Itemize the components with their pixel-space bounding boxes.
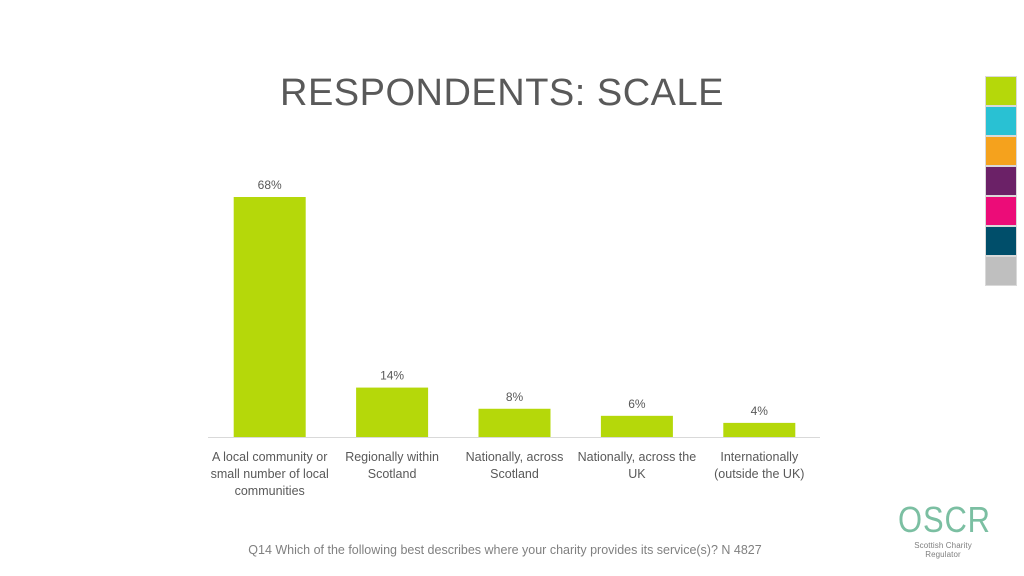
category-label-2: Regionally within Scotland: [345, 450, 439, 481]
data-label-4: 6%: [628, 397, 646, 411]
question-footnote: Q14 Which of the following best describe…: [248, 543, 762, 557]
color-swatch-4: [985, 166, 1017, 196]
color-swatch-3: [985, 136, 1017, 166]
category-label-3: Nationally, across Scotland: [466, 450, 564, 481]
color-swatch-2: [985, 106, 1017, 136]
page-title: RESPONDENTS: SCALE: [280, 72, 724, 114]
oscr-logo: OSCR Scottish Charity Regulator: [898, 499, 991, 560]
color-swatch-6: [985, 226, 1017, 256]
data-label-1: 68%: [258, 178, 282, 192]
color-swatch-5: [985, 196, 1017, 226]
color-swatch-7: [985, 256, 1017, 286]
bar-5: [723, 422, 796, 437]
color-swatch-strip: [985, 76, 1017, 286]
category-label-5: Internationally (outside the UK): [714, 450, 804, 481]
category-label-1: A local community or small number of loca…: [211, 450, 329, 498]
bar-1: [233, 197, 306, 437]
bar-3: [478, 408, 551, 437]
category-label-4: Nationally, across the UK: [578, 450, 697, 481]
data-label-3: 8%: [506, 390, 524, 404]
logo-tagline: Scottish Charity Regulator: [914, 541, 972, 559]
logo-wordmark: OSCR: [898, 499, 991, 540]
bar-4: [600, 415, 673, 437]
data-label-5: 4%: [751, 404, 769, 418]
data-label-2: 14%: [380, 369, 404, 383]
color-swatch-1: [985, 76, 1017, 106]
bar-2: [356, 387, 429, 437]
